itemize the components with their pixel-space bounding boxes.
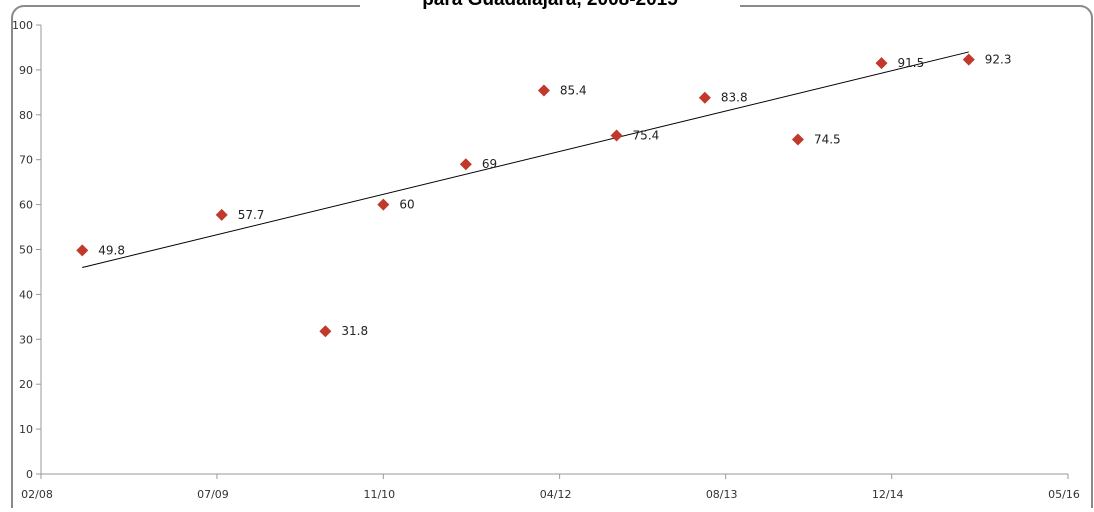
data-label: 75.4 xyxy=(633,128,660,142)
y-tick-label: 20 xyxy=(19,378,33,391)
data-point xyxy=(610,129,623,142)
y-tick-label: 80 xyxy=(19,109,33,122)
data-labels: 49.8 57.7 31.8 60 69 85.4 75.4 83.8 74.5 91.5 92.3 xyxy=(98,53,1011,339)
x-tick-label: 12/14 xyxy=(872,488,904,501)
data-point xyxy=(459,158,472,171)
data-label: 49.8 xyxy=(98,243,125,257)
data-label: 83.8 xyxy=(721,91,748,105)
y-tick-label: 60 xyxy=(19,199,33,212)
data-label: 57.7 xyxy=(238,208,265,222)
data-point xyxy=(377,198,390,211)
y-tick-label: 10 xyxy=(19,423,33,436)
data-points xyxy=(76,53,975,338)
y-tick-label: 0 xyxy=(26,468,33,481)
data-label: 69 xyxy=(482,157,497,171)
data-label: 74.5 xyxy=(814,132,841,146)
data-label: 31.8 xyxy=(341,324,368,338)
y-tick-label: 50 xyxy=(19,244,33,257)
title-backdrop xyxy=(360,0,740,12)
x-tick-label: 02/08 xyxy=(21,488,53,501)
y-tick-label: 90 xyxy=(19,64,33,77)
x-tick-label: 08/13 xyxy=(706,488,738,501)
data-point xyxy=(319,325,332,338)
data-point xyxy=(698,91,711,104)
chart-frame xyxy=(11,5,1093,512)
data-label: 60 xyxy=(399,198,414,212)
x-tick-label: 04/12 xyxy=(540,488,572,501)
trendline-group xyxy=(82,51,969,268)
data-point xyxy=(791,133,804,146)
y-tick-label: 40 xyxy=(19,288,33,301)
data-point xyxy=(875,57,888,70)
x-tick-label: 11/10 xyxy=(363,488,395,501)
x-tick-label: 05/16 xyxy=(1048,488,1080,501)
data-label: 92.3 xyxy=(985,53,1012,67)
data-label: 91.5 xyxy=(897,56,924,70)
data-point xyxy=(537,84,550,97)
chart-title: para Guadalajara, 2008-2015 xyxy=(422,0,678,10)
axes: 0 10 20 30 40 50 60 70 80 90 100 02/08 07/09 11/10 04/… xyxy=(12,19,1080,501)
data-point xyxy=(962,53,975,66)
y-tick-label: 30 xyxy=(19,333,33,346)
y-tick-label: 100 xyxy=(12,19,33,32)
data-point xyxy=(215,208,228,221)
y-tick-label: 70 xyxy=(19,154,33,167)
trendline xyxy=(82,51,969,268)
data-point xyxy=(76,244,89,257)
x-tick-label: 07/09 xyxy=(197,488,229,501)
data-label: 85.4 xyxy=(560,84,587,98)
